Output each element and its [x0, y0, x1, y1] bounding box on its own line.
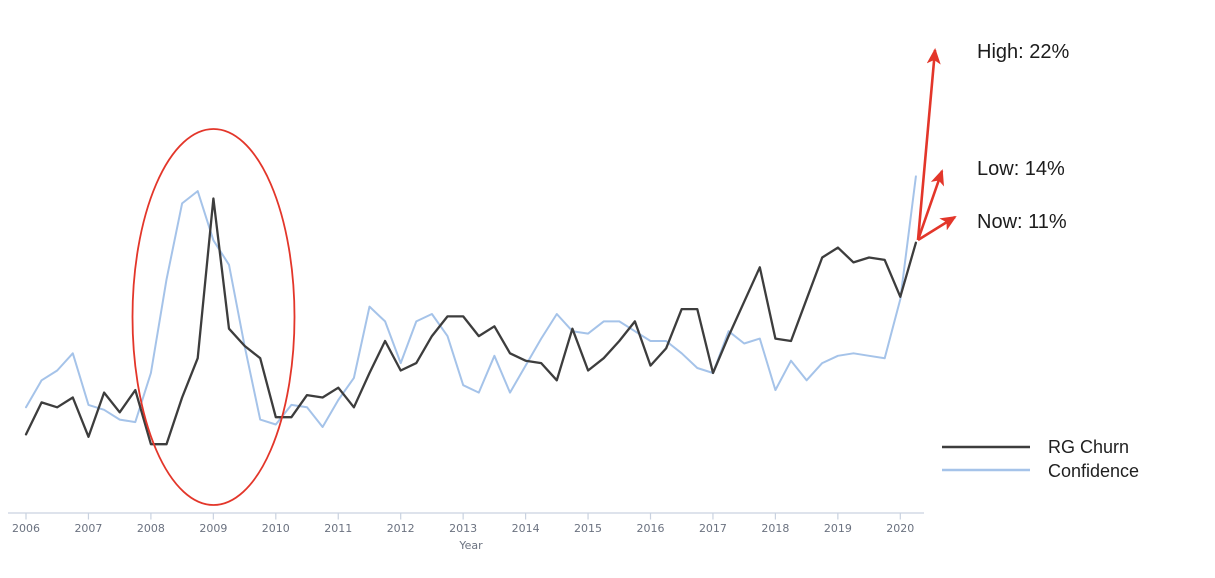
x-tick-label: 2008	[137, 522, 165, 535]
x-tick-label: 2013	[449, 522, 477, 535]
x-tick-label: 2020	[886, 522, 914, 535]
projection-arrows	[916, 48, 957, 242]
x-axis-title: Year	[458, 539, 483, 552]
annotation-low: Low: 14%	[977, 158, 1065, 180]
annotation-now: Now: 11%	[977, 211, 1067, 233]
x-tick-label: 2018	[761, 522, 789, 535]
highlight-ellipse	[131, 128, 296, 506]
x-tick-label: 2012	[387, 522, 415, 535]
legend-churn-label: RG Churn	[1048, 437, 1129, 457]
churn-line	[24, 197, 918, 446]
x-tick-label: 2014	[512, 522, 540, 535]
x-tick-label: 2006	[12, 522, 40, 535]
x-tick-label: 2017	[699, 522, 727, 535]
arrow-low	[916, 169, 945, 241]
annotation-high: High: 22%	[977, 41, 1069, 63]
x-tick-label: 2011	[324, 522, 352, 535]
legend: RG Churn Confidence	[942, 437, 1139, 481]
confidence-line	[25, 175, 917, 428]
legend-confidence-label: Confidence	[1048, 461, 1139, 481]
x-ticks	[25, 513, 901, 520]
x-tick-labels: 2006 2007 2008 2009 2010 2011 2012 2013 2014 2015…	[12, 522, 914, 535]
arrow-high	[916, 48, 941, 241]
x-tick-label: 2007	[74, 522, 102, 535]
x-tick-label: 2009	[199, 522, 227, 535]
x-tick-label: 2016	[637, 522, 665, 535]
x-axis: 2006 2007 2008 2009 2010 2011 2012 2013 2014 2015…	[8, 512, 924, 552]
x-tick-label: 2019	[824, 522, 852, 535]
x-tick-label: 2015	[574, 522, 602, 535]
x-tick-label: 2010	[262, 522, 290, 535]
arrow-now	[917, 215, 957, 242]
